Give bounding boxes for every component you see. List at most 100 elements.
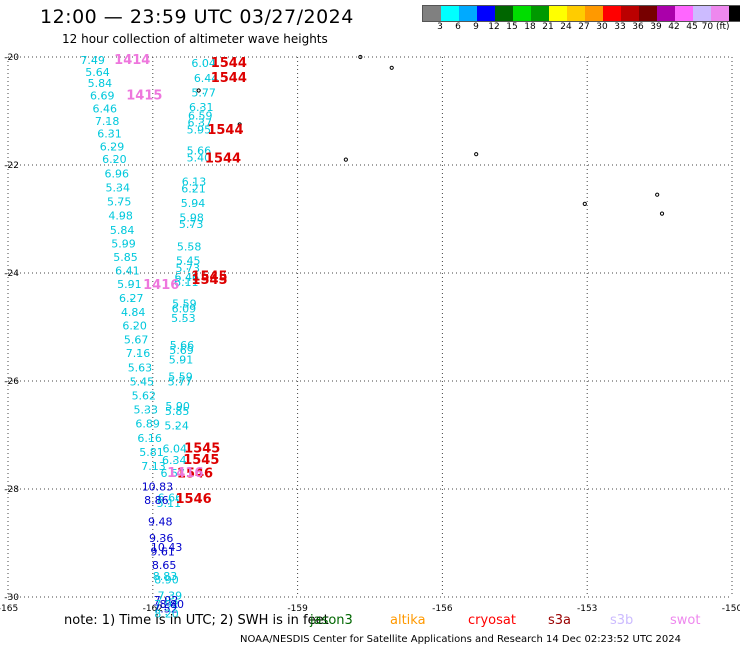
track-point xyxy=(182,318,184,320)
island-outline xyxy=(474,152,479,157)
track-point xyxy=(162,547,164,549)
track-point xyxy=(167,503,170,505)
track-point xyxy=(136,353,139,356)
y-tick-label: -24 xyxy=(4,269,19,279)
wave-height-label: 5.59 xyxy=(168,370,193,383)
wave-height-label: 7.49 xyxy=(80,54,105,67)
wave-height-label: 7.18 xyxy=(95,115,120,128)
track-point xyxy=(126,270,128,273)
pass-time-label: 1416 xyxy=(167,466,203,481)
wave-height-label: 5.95 xyxy=(187,124,212,137)
color-scale-label: 30 xyxy=(596,22,608,32)
color-swatch xyxy=(531,6,549,21)
satellite-legend-item: swot xyxy=(670,613,701,628)
wave-height-label: 5.58 xyxy=(177,240,202,253)
wave-height-label: 5.66 xyxy=(187,145,212,158)
track-point xyxy=(168,497,171,500)
pass-time-label: 1546 xyxy=(175,492,211,507)
track-point xyxy=(178,381,181,384)
color-scale-label: 33 xyxy=(614,22,626,32)
track-point xyxy=(185,282,187,284)
color-swatch xyxy=(459,6,477,21)
wave-height-label: 5.45 xyxy=(176,254,201,267)
color-swatch xyxy=(567,6,585,21)
color-scale-bar xyxy=(422,5,740,22)
wave-height-label: 6.27 xyxy=(119,292,144,305)
pass-time-label: 1416 xyxy=(143,278,179,293)
x-tick-label: -162 xyxy=(143,604,163,614)
wave-height-label: 9.48 xyxy=(148,516,173,529)
track-point xyxy=(182,308,185,311)
pass-time-label: 1544 xyxy=(211,56,247,71)
island-outline xyxy=(343,157,348,162)
wave-height-label: 8.83 xyxy=(153,570,178,583)
track-point xyxy=(197,129,200,132)
color-swatch xyxy=(549,6,567,21)
satellite-legend-item: altika xyxy=(390,613,426,628)
wave-height-label: 5.11 xyxy=(157,497,182,510)
color-swatch xyxy=(711,6,729,21)
color-swatch xyxy=(513,6,531,21)
color-scale-labels: 3 6 9 12 15 18 21 24 27 30 33 36 39 42 45 70 (ft) xyxy=(422,22,740,34)
wave-height-label: 5.66 xyxy=(170,339,195,352)
wave-height-label: 7.52 xyxy=(153,603,178,616)
track-point xyxy=(159,521,161,524)
track-point xyxy=(168,595,171,598)
track-point xyxy=(180,350,183,352)
y-tick-label: -22 xyxy=(4,161,19,171)
track-point xyxy=(190,217,193,220)
track-point xyxy=(115,173,118,176)
track-point xyxy=(188,246,190,249)
wave-height-label: 10.43 xyxy=(151,541,183,554)
track-point xyxy=(155,500,157,502)
wave-height-label: 10.83 xyxy=(142,481,174,494)
wave-height-label: 7.13 xyxy=(141,460,166,473)
wave-height-label: 6.59 xyxy=(188,110,213,123)
track-point xyxy=(171,473,174,475)
track-point xyxy=(192,181,195,184)
track-point xyxy=(119,215,122,218)
wave-height-label: 5.84 xyxy=(88,77,113,90)
wave-height-label: 6.66 xyxy=(158,491,183,504)
wave-height-label: 5.62 xyxy=(132,389,157,402)
wave-height-label: 6.11 xyxy=(174,276,199,289)
satellite-legend-item: cryosat xyxy=(468,613,516,628)
map-title: 12:00 — 23:59 UTC 03/27/2024 xyxy=(40,6,354,28)
wave-height-label: 6.46 xyxy=(92,103,117,116)
y-tick-label: -30 xyxy=(4,593,19,603)
wave-height-label: 5.69 xyxy=(169,344,194,357)
wave-height-label: 6.46 xyxy=(175,271,200,284)
track-point xyxy=(144,409,147,412)
wave-height-label: 6.29 xyxy=(100,140,125,153)
color-scale-label: 18 xyxy=(524,22,536,32)
track-point xyxy=(200,107,202,109)
island-outline xyxy=(659,211,665,216)
wave-height-label: 5.77 xyxy=(168,375,193,388)
track-point xyxy=(180,345,183,347)
island-outlines xyxy=(196,54,665,216)
track-point xyxy=(96,72,99,74)
x-tick-label: -150 xyxy=(722,604,740,614)
wave-height-label: 5.85 xyxy=(113,251,138,264)
track-point xyxy=(165,579,168,582)
pass-time-label: 1414 xyxy=(114,53,150,68)
island-outline xyxy=(582,201,587,206)
wave-height-label: 5.75 xyxy=(107,195,131,208)
satellite-legend-item: s3a xyxy=(548,613,572,628)
wave-height-label: 5.98 xyxy=(179,212,204,225)
track-point xyxy=(124,257,127,259)
track-point xyxy=(202,92,205,95)
track-point xyxy=(185,277,188,279)
track-point xyxy=(132,312,134,314)
track-point xyxy=(91,60,94,62)
wave-height-label: 6.13 xyxy=(182,176,207,189)
island-outline xyxy=(358,54,363,60)
pass-time-label: 1544 xyxy=(211,71,247,86)
color-scale-label: 15 xyxy=(506,22,518,32)
wave-height-label: 6.31 xyxy=(97,127,122,140)
wave-height-label: 5.94 xyxy=(181,197,206,210)
map-grid xyxy=(7,56,733,598)
wave-height-label: 8.90 xyxy=(154,573,179,586)
color-swatch xyxy=(423,6,441,21)
